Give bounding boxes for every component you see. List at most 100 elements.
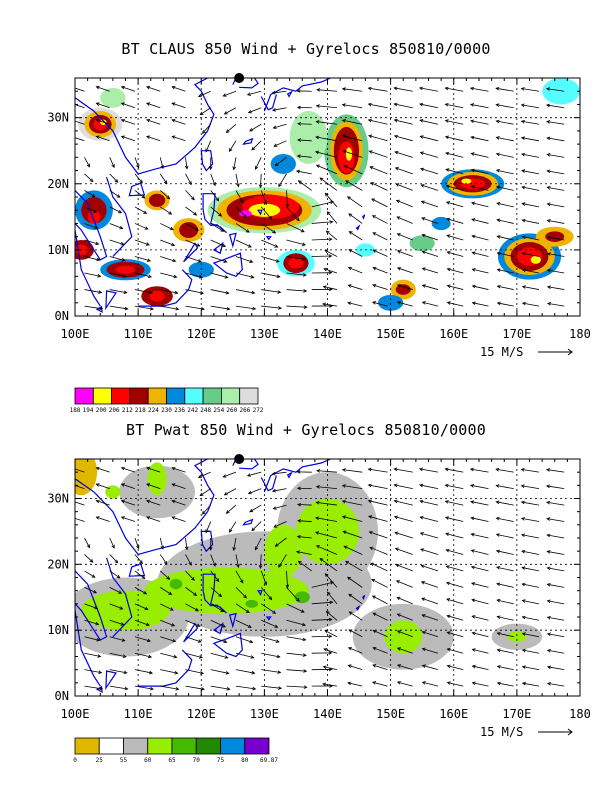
wind-arrow: [547, 649, 565, 654]
wind-arrow: [160, 669, 178, 674]
wind-arrow: [159, 554, 168, 565]
wind-arrow-head: [315, 531, 320, 535]
wind-arrow-head: [95, 102, 100, 106]
wind-arrow-head: [220, 228, 225, 232]
wind-arrow: [160, 652, 177, 658]
wind-arrow-head: [146, 118, 151, 123]
wind-arrow-head: [258, 184, 263, 189]
wind-arrow-head: [470, 119, 475, 124]
wind-arrow: [522, 269, 540, 274]
wind-arrow: [420, 152, 439, 158]
wind-arrow: [447, 234, 464, 241]
wind-arrow-head: [393, 499, 398, 504]
wind-arrow: [497, 665, 514, 671]
wind-arrow: [470, 484, 489, 490]
wind-arrow-head: [197, 259, 202, 263]
wind-arrow-head: [420, 548, 425, 552]
wind-arrow: [344, 545, 363, 555]
wind-arrow-head: [119, 606, 124, 610]
wind-arrow-head: [263, 201, 268, 206]
wind-arrow: [547, 286, 565, 290]
chart2-title: BT Pwat 850 Wind + Gyrelocs 850810/0000: [126, 421, 486, 439]
wind-arrow: [121, 483, 136, 490]
wind-arrow-head: [302, 653, 307, 657]
wind-arrow: [397, 233, 413, 241]
wind-arrow: [447, 665, 464, 671]
colorbar-tick-label: 218: [135, 407, 146, 414]
wind-arrow: [421, 201, 439, 208]
wind-arrow-head: [372, 284, 377, 288]
wind-arrow-head: [174, 290, 179, 295]
wind-arrow-head: [367, 499, 372, 504]
wind-arrow-head: [445, 532, 450, 537]
coastline: [263, 459, 331, 493]
wind-arrow: [84, 570, 96, 578]
wind-arrow-head: [521, 218, 526, 223]
wind-arrow-head: [495, 152, 500, 157]
wind-arrow: [109, 652, 126, 658]
wind-arrow: [134, 652, 152, 658]
wind-arrow-head: [272, 229, 277, 234]
wind-arrow: [319, 177, 338, 191]
x-tick-label: 150E: [376, 327, 405, 341]
coastline: [202, 193, 227, 234]
wind-arrow-head: [263, 581, 268, 586]
wind-arrow: [522, 616, 540, 621]
wind-arrow: [261, 685, 282, 689]
wind-arrow-head: [393, 86, 398, 91]
wind-arrow-head: [420, 200, 425, 204]
wind-arrow: [522, 286, 540, 290]
y-tick-label: 20N: [47, 177, 69, 191]
wind-arrow-head: [199, 290, 205, 295]
wind-arrow: [397, 664, 413, 671]
wind-arrow-head: [120, 499, 125, 504]
wind-arrow-head: [394, 167, 399, 171]
shaded-region: [148, 193, 166, 207]
wind-arrow: [84, 190, 96, 198]
coastline: [286, 90, 293, 98]
wind-arrow: [447, 285, 464, 290]
wind-arrow: [497, 682, 514, 687]
wind-arrow-head: [222, 624, 227, 628]
wind-arrow: [345, 180, 363, 191]
wind-arrow-head: [546, 235, 551, 240]
wind-arrow-head: [470, 135, 475, 140]
wind-arrow-head: [521, 268, 526, 273]
wind-arrow: [96, 119, 110, 125]
wind-arrow-head: [521, 549, 526, 554]
wind-arrow: [522, 567, 540, 572]
coastline: [362, 594, 366, 601]
wind-arrow: [372, 664, 388, 671]
wind-arrow-head: [496, 301, 501, 306]
wind-arrow: [472, 649, 489, 654]
wind-arrow: [172, 500, 186, 506]
wind-arrow: [286, 272, 307, 276]
wind-arrow-head: [470, 565, 475, 570]
wind-arrow-head: [201, 130, 206, 134]
wind-arrow-head: [496, 268, 501, 272]
wind-arrow-head: [251, 146, 256, 151]
wind-arrow: [369, 166, 388, 175]
wind-arrow-head: [200, 687, 205, 691]
wind-arrow: [235, 570, 244, 584]
wind-arrow-head: [225, 510, 230, 514]
coastline: [265, 236, 272, 241]
shaded-region: [378, 294, 404, 311]
wind-arrow: [522, 633, 540, 638]
wind-arrow: [447, 268, 464, 274]
wind-arrow-head: [114, 559, 119, 564]
wind-arrow-head: [396, 596, 401, 601]
coastline: [138, 269, 193, 307]
wind-arrow-head: [197, 93, 202, 98]
wind-arrow: [422, 631, 439, 638]
wind-arrow: [75, 468, 85, 473]
wind-arrow-head: [300, 228, 305, 233]
wind-arrow: [185, 685, 205, 690]
wind-arrow: [348, 284, 363, 290]
wind-arrow-head: [228, 148, 233, 153]
wind-arrow: [419, 103, 439, 109]
wind-arrow-head: [496, 681, 501, 686]
shaded-region: [384, 620, 423, 654]
wind-arrow: [96, 516, 110, 522]
wind-arrow-head: [368, 150, 373, 154]
